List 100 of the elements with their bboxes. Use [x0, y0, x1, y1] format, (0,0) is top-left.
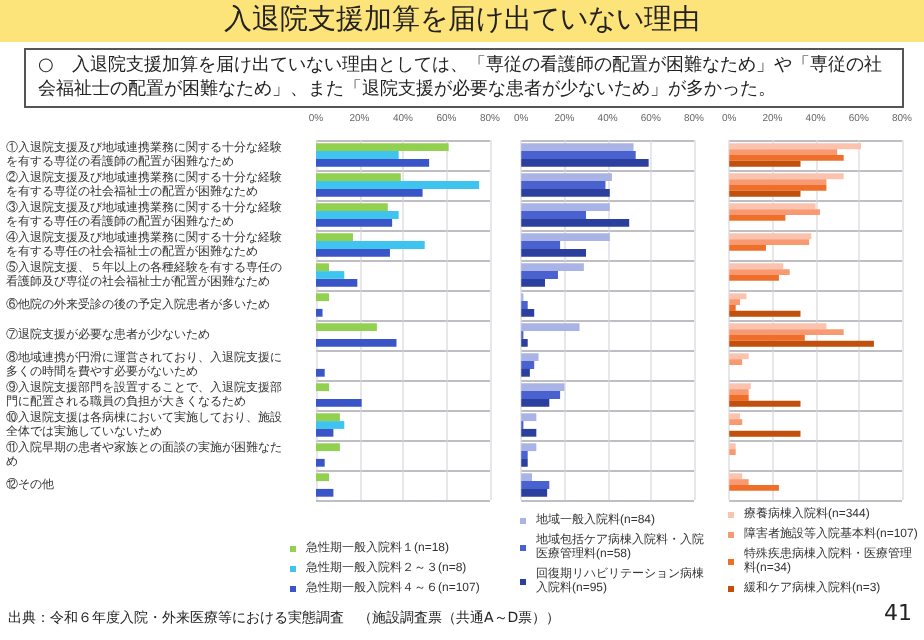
bar	[316, 428, 334, 437]
bar	[521, 473, 533, 482]
bar	[316, 368, 325, 377]
bar	[729, 305, 736, 311]
bar	[316, 293, 330, 302]
bar	[521, 188, 610, 197]
bar	[316, 338, 397, 347]
bar	[316, 323, 377, 332]
bar	[729, 340, 874, 347]
bar	[729, 353, 749, 360]
bar	[729, 179, 827, 185]
bar	[729, 479, 749, 485]
bar	[521, 151, 636, 159]
bar	[521, 173, 612, 182]
bar	[729, 473, 743, 480]
bar	[521, 248, 587, 257]
bar	[316, 488, 334, 497]
bar	[729, 269, 790, 275]
bar	[521, 203, 610, 212]
bar	[729, 209, 820, 215]
bar	[729, 233, 812, 240]
bar	[521, 488, 548, 497]
bar	[729, 275, 779, 281]
bar	[729, 293, 747, 300]
bar	[521, 338, 528, 347]
bar	[521, 383, 565, 392]
bar	[521, 451, 528, 459]
bar	[729, 203, 816, 210]
bar	[521, 413, 537, 422]
bar	[316, 263, 330, 272]
bar	[729, 329, 844, 335]
bar	[521, 158, 649, 167]
bar	[729, 335, 805, 341]
bar	[521, 301, 528, 309]
bar	[316, 173, 401, 182]
bar	[729, 149, 838, 155]
bar	[729, 383, 751, 390]
bar	[316, 211, 399, 219]
bar	[316, 383, 330, 392]
bar	[316, 203, 388, 212]
bar	[316, 158, 430, 167]
bar	[521, 443, 537, 452]
bar	[521, 308, 535, 317]
bar	[521, 271, 558, 279]
bar	[729, 359, 743, 365]
bar	[729, 239, 810, 245]
bar	[729, 310, 801, 317]
bar	[729, 190, 801, 197]
bar	[316, 413, 340, 422]
bar	[316, 443, 340, 452]
bar	[521, 263, 584, 272]
bar	[521, 428, 537, 437]
bar	[729, 443, 736, 450]
bar	[316, 241, 425, 249]
bar	[729, 389, 749, 395]
bar	[521, 458, 528, 467]
bar	[316, 278, 358, 287]
bar	[729, 245, 766, 251]
bar	[729, 299, 741, 305]
bar	[521, 368, 530, 377]
bar	[316, 188, 423, 197]
bar	[729, 430, 801, 437]
bar	[521, 241, 561, 249]
bar	[316, 181, 480, 189]
bar	[521, 233, 610, 242]
bar	[521, 361, 535, 369]
bar	[521, 398, 550, 407]
bar	[729, 155, 844, 161]
bar	[316, 218, 393, 227]
bar	[729, 173, 844, 180]
bar	[521, 391, 561, 399]
bar	[316, 151, 399, 159]
bar	[521, 353, 539, 362]
chart-subtitle: ○ 入退院支援加算を届け出ていない理由としては、「専従の看護師の配置が困難なため」や「専従の社会福祉士の配置が困難なため」、また「退院支援が必要な患者が少ないため」が多かった。	[24, 48, 904, 108]
bar	[316, 308, 323, 317]
bar	[316, 143, 449, 152]
bar	[521, 211, 587, 219]
bar	[316, 473, 330, 482]
bar	[729, 395, 749, 401]
bar	[316, 248, 390, 257]
bar	[521, 143, 634, 152]
bar	[521, 181, 606, 189]
text: 41	[884, 600, 912, 626]
bar	[316, 233, 353, 242]
bar	[729, 485, 779, 491]
bar	[729, 263, 784, 270]
chart-title: 入退院支援加算を届け出ていない理由	[0, 0, 924, 42]
bar	[316, 458, 325, 467]
bar	[729, 185, 827, 191]
bar	[316, 421, 345, 429]
bar	[729, 400, 801, 407]
bar	[729, 449, 736, 455]
bar	[729, 419, 743, 425]
bar	[521, 481, 550, 489]
bar	[729, 323, 827, 330]
bar	[316, 398, 362, 407]
bar	[729, 413, 741, 420]
bar	[521, 323, 580, 332]
bar	[316, 271, 345, 279]
bar	[729, 143, 861, 150]
